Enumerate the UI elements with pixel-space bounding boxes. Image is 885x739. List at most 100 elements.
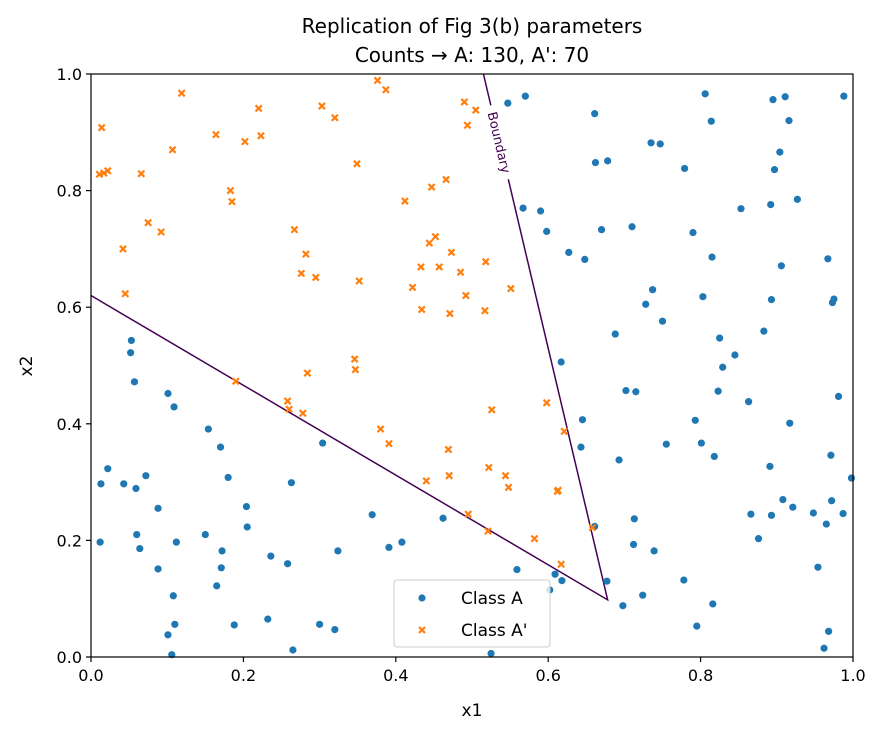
- class-a-point: [230, 621, 238, 629]
- x-axis-ticks: 0.0 0.2 0.4 0.6 0.8 1.0: [78, 657, 866, 685]
- class-a-prime-point: [506, 284, 515, 293]
- class-a-prime-point: [422, 477, 431, 485]
- class-a-prime-point: [408, 283, 417, 292]
- class-a-point: [287, 479, 296, 487]
- class-a-prime-point: [588, 523, 597, 532]
- class-a-prime-point: [351, 365, 360, 374]
- class-a-point: [334, 547, 342, 555]
- class-a-point: [558, 577, 566, 585]
- class-a-prime-point: [212, 130, 220, 139]
- class-a-prime-point: [103, 166, 112, 175]
- class-a-point: [781, 93, 789, 101]
- class-a-point: [385, 543, 393, 551]
- class-a-point: [820, 644, 828, 652]
- class-a-point: [789, 503, 797, 511]
- class-a-point: [264, 615, 272, 623]
- class-a-point: [591, 159, 600, 167]
- class-a-prime-point: [484, 463, 493, 472]
- legend-marker-class-a-prime: [418, 626, 426, 634]
- class-a-prime-point: [298, 409, 307, 418]
- class-a-point: [839, 509, 847, 518]
- class-a-point: [793, 195, 801, 203]
- class-a-point: [201, 530, 209, 539]
- class-a-point: [689, 228, 697, 237]
- class-a-point: [747, 510, 755, 518]
- class-a-point: [785, 117, 793, 125]
- chart-title-line2: Counts → A: 130, A': 70: [355, 43, 589, 67]
- series-class-a-prime: [95, 76, 597, 569]
- y-axis-label: x2: [17, 356, 37, 377]
- class-a-prime-point: [302, 250, 310, 259]
- class-a-point: [164, 389, 172, 398]
- class-a-prime-point: [121, 289, 130, 298]
- x-tick-label: 0.4: [383, 666, 408, 685]
- class-a-prime-point: [241, 137, 249, 146]
- class-a-point: [217, 564, 225, 572]
- class-a-prime-point: [376, 425, 385, 433]
- class-a-prime-point: [484, 527, 492, 535]
- y-tick-label: 0.2: [57, 531, 82, 550]
- class-a-prime-point: [401, 197, 409, 205]
- class-a-point: [242, 502, 251, 511]
- class-a-point: [283, 560, 292, 568]
- class-a-prime-point: [557, 560, 566, 569]
- class-a-point: [834, 392, 843, 400]
- class-a-prime-point: [481, 257, 490, 266]
- class-a-point: [658, 317, 667, 325]
- class-a-point: [731, 351, 739, 359]
- class-a-prime-point: [417, 263, 425, 271]
- x-tick-label: 1.0: [840, 666, 865, 685]
- x-tick-label: 0.2: [231, 666, 256, 685]
- class-a-point: [604, 157, 612, 165]
- class-a-point: [656, 140, 664, 148]
- class-a-prime-point: [464, 510, 473, 519]
- y-tick-label: 0.8: [57, 182, 82, 201]
- class-a-point: [557, 358, 565, 366]
- class-a-point: [622, 386, 630, 395]
- legend-marker-class-a: [418, 594, 426, 602]
- chart-title-line1: Replication of Fig 3(b) parameters: [302, 14, 643, 38]
- class-a-prime-point: [431, 232, 440, 241]
- class-a-prime-point: [373, 76, 382, 85]
- class-a-point: [127, 336, 135, 345]
- class-a-prime-point: [462, 291, 470, 300]
- class-a-prime-point: [157, 228, 165, 236]
- class-a-prime-point: [137, 169, 146, 178]
- class-a-point: [154, 565, 162, 573]
- class-a-point: [714, 387, 722, 395]
- class-a-point: [154, 504, 162, 512]
- class-a-point: [104, 465, 112, 473]
- class-a-point: [504, 99, 512, 107]
- class-a-prime-point: [297, 269, 306, 278]
- y-tick-label: 0.6: [57, 298, 82, 317]
- class-a-point: [96, 538, 104, 546]
- plot-area: Boundary: [90, 73, 856, 659]
- class-a-point: [767, 296, 776, 304]
- class-a-point: [565, 248, 573, 256]
- class-a-point: [710, 452, 718, 461]
- class-a-point: [316, 620, 324, 628]
- class-a-point: [699, 293, 707, 301]
- class-a-prime-point: [330, 113, 339, 122]
- class-a-prime-point: [442, 175, 450, 184]
- class-a-point: [521, 92, 529, 100]
- class-a-point: [581, 255, 589, 263]
- class-a-point: [760, 327, 768, 335]
- class-a-point: [642, 300, 650, 308]
- class-a-point: [216, 443, 225, 451]
- class-a-prime-point: [311, 273, 320, 282]
- class-a-point: [840, 92, 848, 100]
- class-a-prime-point: [355, 277, 364, 285]
- legend-label-class-a-prime: Class A': [461, 621, 527, 641]
- class-a-point: [647, 139, 655, 147]
- class-a-prime-point: [350, 355, 359, 363]
- class-a-prime-point: [460, 98, 469, 106]
- class-a-point: [693, 622, 701, 630]
- class-a-point: [164, 631, 172, 639]
- class-a-prime-point: [446, 309, 454, 318]
- class-a-point: [142, 472, 150, 480]
- class-a-point: [779, 495, 787, 504]
- class-a-prime-point: [231, 377, 240, 386]
- class-a-prime-point: [254, 104, 263, 113]
- class-a-point: [398, 538, 406, 546]
